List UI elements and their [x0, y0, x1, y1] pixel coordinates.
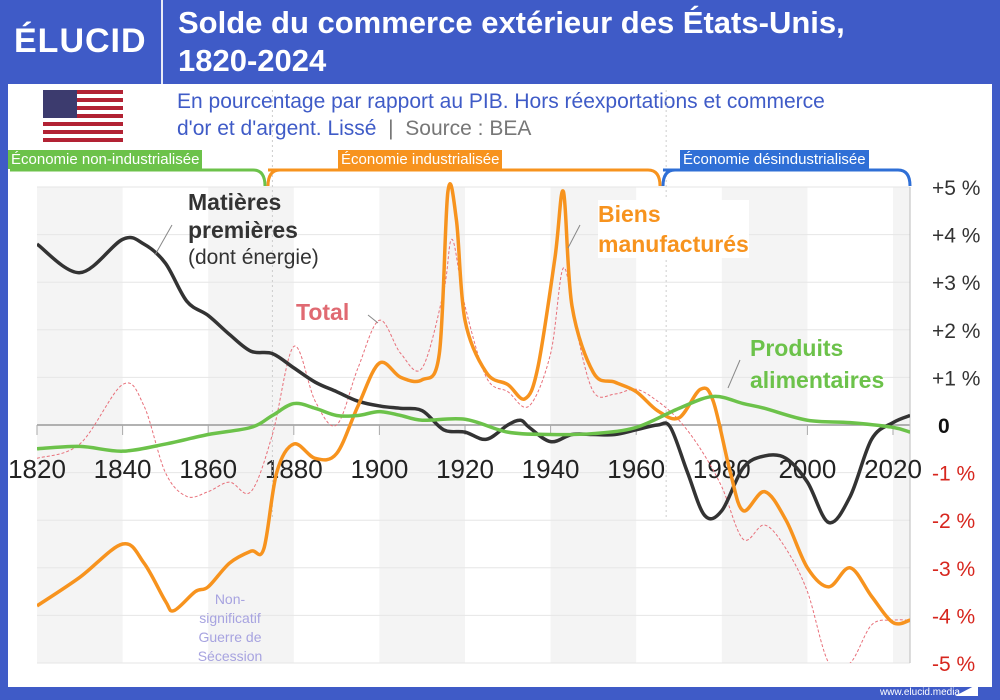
series-line-0 [37, 238, 910, 663]
y-tick-label: 0 [938, 415, 950, 438]
x-tick-label: 1960 [607, 454, 665, 484]
x-tick-label: 1840 [94, 454, 152, 484]
title-line-2: 1820-2024 [178, 43, 327, 78]
y-tick-label: +5 % [932, 177, 980, 200]
label-matieres-2: premières [188, 217, 298, 243]
y-tick-label: +1 % [932, 367, 980, 390]
civil-war-annotation: Non- significatif Guerre de Sécession [185, 590, 275, 666]
x-tick-label: 1820 [8, 454, 66, 484]
series-line-2 [37, 182, 910, 626]
label-produits-1: Produits [750, 335, 844, 361]
y-tick-label: -4 % [932, 605, 975, 628]
y-tick-label: -2 % [932, 510, 975, 533]
source: Source : BEA [405, 117, 532, 140]
label-biens: Biens manufacturés [598, 200, 749, 258]
label-biens-1: Biens [598, 201, 661, 227]
y-tick-label: +3 % [932, 272, 980, 295]
series-line-1 [37, 235, 910, 525]
label-produits-2: alimentaires [750, 367, 885, 393]
subtitle-line-1: En pourcentage par rapport au PIB. Hors … [177, 90, 825, 113]
era-deindustrialised: Économie désindustrialisée [680, 150, 869, 169]
label-biens-2: manufacturés [598, 231, 749, 257]
label-matieres: Matières premières (dont énergie) [188, 188, 319, 272]
label-total: Total [296, 299, 350, 325]
era-bracket [661, 168, 912, 187]
annotation-line-1: Non- [214, 591, 246, 607]
y-tick-label: -5 % [932, 653, 975, 676]
y-tick-label: -1 % [932, 463, 975, 486]
era-non-industrialised: Économie non-industrialisée [8, 150, 203, 169]
x-tick-label: 1920 [436, 454, 494, 484]
footer-url: www.elucid.media [879, 687, 960, 698]
label-produits: Produits alimentaires [750, 332, 884, 396]
era-industrialised: Économie industrialisée [338, 150, 503, 169]
series-line-3 [37, 394, 910, 453]
label-matieres-1: Matières [188, 189, 282, 215]
label-leader-line [367, 314, 379, 324]
label-leader-line [154, 224, 173, 256]
header-divider [161, 0, 163, 84]
y-tick-label: -3 % [932, 558, 975, 581]
us-flag-icon [43, 90, 123, 142]
x-tick-label: 1860 [179, 454, 237, 484]
header: ÉLUCID Solde du commerce extérieur des É… [0, 0, 1000, 84]
y-tick-label: +4 % [932, 225, 980, 248]
label-matieres-3: (dont énergie) [188, 246, 319, 269]
label-leader-line [727, 359, 741, 389]
era-bracket [266, 168, 662, 187]
era-bracket [10, 168, 267, 187]
annotation-line-4: Sécession [197, 648, 263, 664]
y-tick-label: +2 % [932, 320, 980, 343]
label-leader-line [567, 224, 581, 249]
title-line-1: Solde du commerce extérieur des États-Un… [178, 5, 845, 40]
x-tick-label: 2020 [864, 454, 922, 484]
subtitle-line-2: d'or et d'argent. Lissé [177, 117, 377, 140]
chart-title: Solde du commerce extérieur des États-Un… [178, 4, 978, 80]
annotation-line-3: Guerre de [198, 629, 262, 645]
chart-subtitle: En pourcentage par rapport au PIB. Hors … [177, 88, 977, 142]
elucid-mark-icon [955, 684, 978, 696]
x-tick-label: 1940 [522, 454, 580, 484]
elucid-logo: ÉLUCID [14, 22, 147, 60]
x-tick-label: 1900 [350, 454, 408, 484]
annotation-line-2: significatif [199, 610, 261, 626]
